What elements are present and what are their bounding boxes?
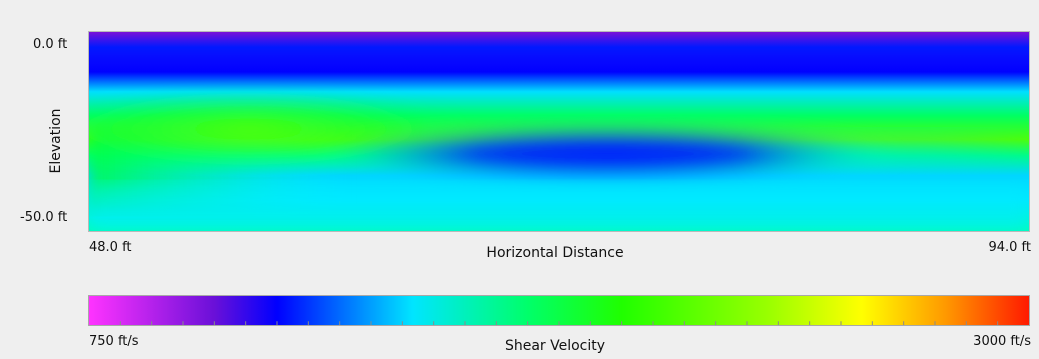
colorbar-max-label: 3000 ft/s <box>973 334 1031 349</box>
x-tick-right: 94.0 ft <box>988 240 1031 255</box>
x-axis-title: Horizontal Distance <box>486 245 624 261</box>
heatmap-bottom-band <box>89 184 1029 231</box>
heatmap-plot-area <box>88 31 1030 232</box>
heatmap-svg <box>89 32 1029 231</box>
colorbar-svg <box>89 296 1029 325</box>
y-tick-bottom: -50.0 ft <box>20 210 68 225</box>
y-axis-title: Elevation <box>48 108 64 174</box>
velocity-colorbar <box>88 295 1030 326</box>
colorbar-fill <box>89 296 1029 325</box>
heatmap-top-band <box>89 32 1029 76</box>
y-tick-top: 0.0 ft <box>33 37 68 52</box>
x-tick-left: 48.0 ft <box>89 240 132 255</box>
colorbar-min-label: 750 ft/s <box>89 334 139 349</box>
heatmap-slow-lens <box>308 122 908 186</box>
heatmap-right-cyan <box>737 132 1029 180</box>
colorbar-ticks <box>119 321 999 325</box>
colorbar-title: Shear Velocity <box>504 338 606 354</box>
